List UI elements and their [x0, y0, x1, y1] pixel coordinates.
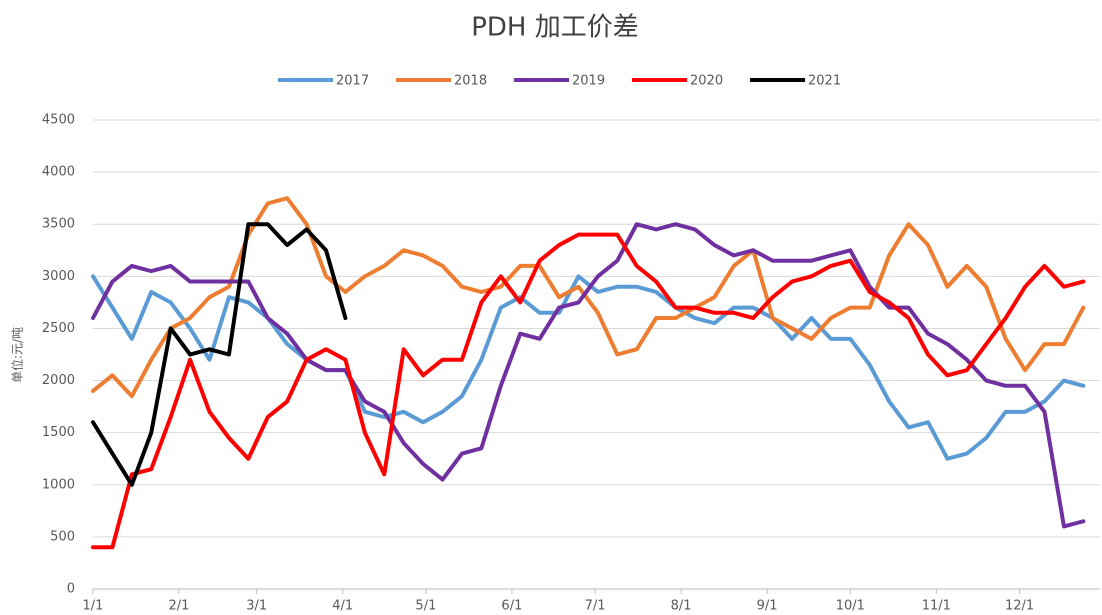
legend-label: 2018 [454, 74, 487, 89]
y-tick-label: 500 [50, 529, 75, 544]
y-tick-label: 2000 [42, 373, 75, 388]
x-tick-label: 10/1 [836, 599, 865, 614]
series-line [91, 232, 1086, 550]
y-tick-label: 0 [67, 582, 75, 597]
y-tick-label: 2500 [42, 321, 75, 336]
x-tick-label: 12/1 [1005, 599, 1034, 614]
x-tick-label: 5/1 [415, 599, 436, 614]
y-axis-label: 单位:元/吨 [10, 327, 25, 383]
x-tick-label: 11/1 [922, 599, 951, 614]
x-tick-label: 9/1 [757, 599, 778, 614]
y-tick-label: 1000 [42, 477, 75, 492]
x-tick-label: 6/1 [501, 599, 522, 614]
legend-label: 2021 [808, 74, 841, 89]
x-tick-label: 3/1 [246, 599, 267, 614]
x-tick-label: 1/1 [83, 599, 104, 614]
legend-label: 2017 [336, 74, 369, 89]
x-tick-label: 7/1 [585, 599, 606, 614]
chart-title: PDH 加工价差 [471, 13, 639, 43]
series-line [91, 222, 1086, 529]
legend-label: 2020 [690, 74, 723, 89]
legend-label: 2019 [572, 74, 605, 89]
y-tick-label: 1500 [42, 425, 75, 440]
series-line [91, 274, 1086, 461]
y-tick-label: 3500 [42, 217, 75, 232]
x-tick-label: 8/1 [671, 599, 692, 614]
y-tick-label: 4500 [42, 113, 75, 128]
series-line [91, 196, 1086, 399]
series-line [91, 222, 348, 487]
y-tick-label: 4000 [42, 165, 75, 180]
y-tick-label: 3000 [42, 269, 75, 284]
x-tick-label: 4/1 [332, 599, 353, 614]
x-tick-label: 2/1 [169, 599, 190, 614]
